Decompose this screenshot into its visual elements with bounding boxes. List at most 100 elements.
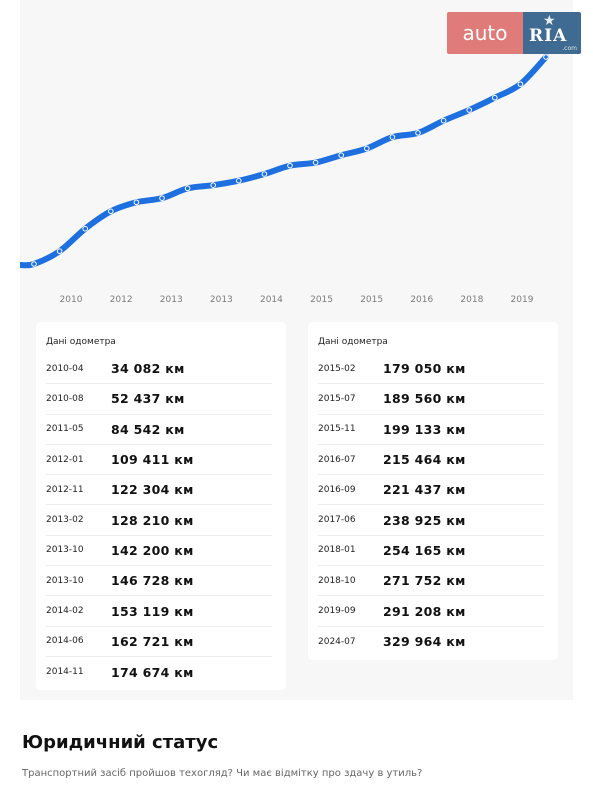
odometer-km: 199 133 км (383, 421, 466, 437)
odometer-km: 128 210 км (111, 512, 194, 528)
odometer-km: 238 925 км (383, 512, 466, 528)
odometer-card-left: Дані одометра 2010-04 34 082 км 2010-08 52 … (36, 322, 286, 690)
odometer-km: 122 304 км (111, 482, 194, 498)
odometer-data-point[interactable] (517, 81, 524, 87)
odometer-row: 2013-10 146 728 км (46, 566, 272, 597)
odometer-row: 2014-06 162 721 км (46, 627, 272, 657)
odometer-km: 142 200 км (111, 542, 194, 558)
odometer-date: 2010-04 (46, 363, 84, 374)
odometer-card-title: Дані одометра (46, 337, 116, 347)
odometer-row: 2010-04 34 082 км (46, 354, 272, 385)
x-axis-tick-label: 2010 (60, 295, 83, 305)
odometer-row: 2014-11 174 674 км (46, 657, 272, 687)
odometer-km: 34 082 км (111, 361, 185, 377)
odometer-date: 2016-09 (318, 484, 356, 495)
x-axis-tick-label: 2019 (511, 295, 534, 305)
odometer-date: 2014-06 (46, 636, 84, 647)
odometer-data-point[interactable] (338, 152, 345, 159)
odometer-data-point[interactable] (466, 107, 473, 113)
odometer-km: 109 411 км (111, 452, 194, 468)
odometer-row: 2018-01 254 165 км (318, 536, 544, 567)
odometer-row: 2013-02 128 210 км (46, 505, 272, 536)
odometer-km: 52 437 км (111, 391, 185, 407)
odometer-row: 2016-07 215 464 км (318, 445, 544, 476)
odometer-data-point[interactable] (440, 117, 447, 124)
x-axis-tick-label: 2012 (110, 295, 133, 305)
odometer-row: 2015-07 189 560 км (318, 384, 544, 415)
odometer-km: 174 674 км (111, 664, 194, 680)
odometer-series-line (20, 54, 549, 269)
odometer-date: 2013-10 (46, 575, 84, 586)
x-axis-tick-label: 2018 (460, 295, 483, 305)
odometer-row: 2011-05 84 542 км (46, 415, 272, 445)
odometer-km: 162 721 км (111, 633, 194, 649)
odometer-km: 84 542 км (111, 421, 185, 437)
odometer-data-point[interactable] (82, 225, 88, 232)
odometer-row: 2014-02 153 119 км (46, 596, 272, 627)
odometer-data-point[interactable] (364, 145, 370, 152)
x-axis-tick-label: 2015 (310, 295, 333, 305)
odometer-data-point[interactable] (312, 159, 319, 166)
odometer-data-point[interactable] (210, 182, 216, 188)
odometer-km: 146 728 км (111, 573, 194, 589)
legal-status-description: Транспортний засіб пройшов техогляд? Чи … (22, 768, 423, 779)
odometer-km: 179 050 км (383, 361, 466, 377)
odometer-date: 2017-06 (318, 515, 356, 526)
odometer-date: 2015-11 (318, 424, 356, 435)
logo-ria-word: RIA (529, 26, 568, 46)
odometer-row: 2010-08 52 437 км (46, 384, 272, 415)
x-axis-tick-label: 2013 (160, 295, 183, 305)
odometer-card-title: Дані одометра (318, 337, 388, 347)
odometer-date: 2013-10 (46, 545, 84, 556)
x-axis-tick-label: 2013 (210, 295, 233, 305)
odometer-data-point[interactable] (492, 94, 498, 101)
odometer-date: 2013-02 (46, 515, 84, 526)
odometer-data-point[interactable] (108, 208, 114, 215)
odometer-row: 2013-10 142 200 км (46, 536, 272, 567)
autoria-logo[interactable]: auto ★ RIA .com (447, 12, 581, 54)
odometer-date: 2015-07 (318, 393, 356, 404)
legal-status-title: Юридичний статус (22, 732, 219, 753)
odometer-data-point[interactable] (133, 199, 140, 206)
odometer-row: 2017-06 238 925 км (318, 505, 544, 536)
odometer-row: 2015-02 179 050 км (318, 354, 544, 385)
odometer-km: 215 464 км (383, 452, 466, 468)
odometer-data-point[interactable] (261, 171, 268, 177)
odometer-date: 2018-01 (318, 545, 356, 556)
odometer-date: 2016-07 (318, 454, 356, 465)
odometer-km: 221 437 км (383, 482, 466, 498)
x-axis-tick-label: 2014 (260, 295, 283, 305)
odometer-data-point[interactable] (543, 54, 549, 60)
odometer-date: 2012-01 (46, 454, 84, 465)
odometer-date: 2018-10 (318, 575, 356, 586)
odometer-data-point[interactable] (56, 248, 63, 254)
odometer-row: 2019-09 291 208 км (318, 596, 544, 627)
odometer-row: 2016-09 221 437 км (318, 475, 544, 506)
odometer-data-point[interactable] (236, 177, 242, 184)
odometer-date: 2015-02 (318, 363, 356, 374)
odometer-data-point[interactable] (287, 162, 293, 169)
odometer-date: 2014-02 (46, 606, 84, 617)
logo-ria-part: ★ RIA .com (523, 12, 581, 54)
odometer-km: 254 165 км (383, 542, 466, 558)
odometer-km: 291 208 км (383, 603, 466, 619)
logo-auto-part: auto (447, 12, 523, 54)
odometer-data-point[interactable] (184, 185, 191, 192)
odometer-data-point[interactable] (389, 134, 396, 140)
x-axis-tick-label: 2016 (410, 295, 433, 305)
odometer-date: 2019-09 (318, 606, 356, 617)
star-icon: ★ (543, 13, 556, 29)
odometer-row: 2018-10 271 752 км (318, 566, 544, 597)
odometer-km: 189 560 км (383, 391, 466, 407)
odometer-chart: 2010 2012 2013 2013 2014 2015 2015 2016 2018 2019 (20, 54, 549, 305)
odometer-date: 2014-11 (46, 667, 84, 678)
odometer-data-point[interactable] (31, 261, 37, 267)
odometer-row: 2012-01 109 411 км (46, 445, 272, 476)
odometer-km: 329 964 км (383, 634, 466, 650)
odometer-data-point[interactable] (415, 130, 421, 136)
odometer-km: 153 119 км (111, 603, 194, 619)
logo-ria-suffix: .com (562, 45, 577, 52)
odometer-data-point[interactable] (159, 195, 165, 201)
odometer-row: 2015-11 199 133 км (318, 415, 544, 445)
odometer-row: 2012-11 122 304 км (46, 475, 272, 506)
